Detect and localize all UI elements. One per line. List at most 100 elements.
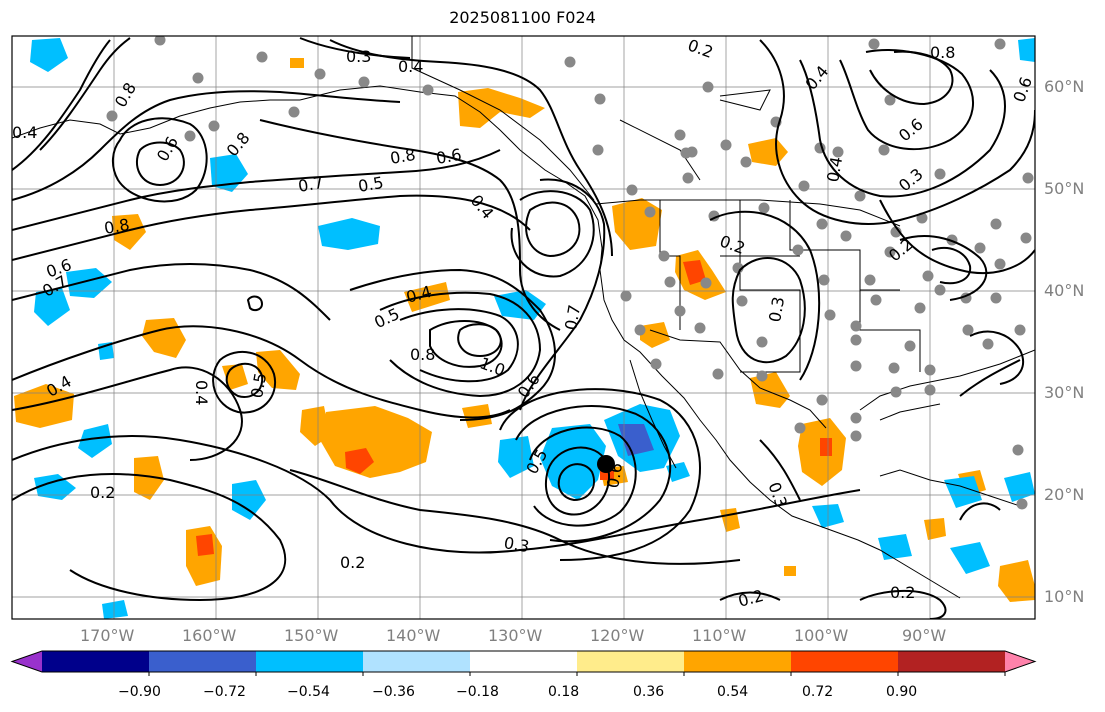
colorbar-segment [684,651,792,672]
coastline [859,349,1035,411]
station-dot [674,129,686,141]
shade-patch [462,404,492,428]
shade-patch [820,438,832,456]
colorbar-segment [791,651,899,672]
lat-label: 20°N [1044,485,1085,504]
contour-line [859,590,947,619]
station-dot [686,146,698,158]
contour-line [759,439,801,501]
contour-line [525,201,581,258]
colorbar-tick-label: 0.36 [633,684,665,700]
shade-patch [30,38,68,72]
state-border [719,89,771,111]
station-dot [358,76,370,88]
colorbar-tick-label: −0.90 [118,684,161,700]
contour-label: 0.3 [346,47,371,66]
station-dot [798,180,810,192]
station-dot [922,270,934,282]
shade-patch [256,350,300,390]
lon-label: 90°W [902,626,947,645]
station-dot [1016,498,1028,510]
contour-line [135,141,185,187]
station-dot [288,106,300,118]
station-dot [890,386,902,398]
contour-line [259,119,561,331]
lat-label: 60°N [1044,77,1085,96]
contour-label: 0.4 [192,380,211,405]
station-dot [962,324,974,336]
map-frame [11,35,1036,620]
contour-line [959,502,1001,521]
state-border [619,119,701,181]
lat-label: 40°N [1044,281,1085,300]
station-dot [924,364,936,376]
station-dot [990,292,1002,304]
contour-label: 0.8 [103,215,131,238]
station-dot [794,422,806,434]
station-dot [990,218,1002,230]
lon-label: 160°W [182,626,237,645]
station-dot [154,36,166,46]
shade-patch [232,480,266,520]
contour-line [429,320,503,368]
contour-label: 0.3 [502,533,530,556]
contour-line [225,362,264,398]
contour-label: 0.2 [90,483,115,502]
contour-line [879,199,1035,274]
contour-label: 0.7 [561,303,584,331]
contour-line [529,426,637,527]
station-dot [884,246,896,258]
station-dot [816,218,828,230]
station-dot [832,146,844,158]
station-dot [914,302,926,314]
station-dot [314,68,326,80]
station-dot [878,144,890,156]
shade-patch [784,566,796,576]
station-dot [816,394,828,406]
colorbar-segment [149,651,257,672]
contour-line [799,59,1006,198]
station-dot [106,110,118,122]
lat-label: 30°N [1044,383,1085,402]
shade-patch [186,526,222,586]
contour-line [759,39,1035,225]
shade-patch [345,448,374,474]
colorbar-tick-label: 0.54 [717,684,749,700]
station-dot [720,139,732,151]
contour-line [12,149,501,231]
contour-line [499,388,701,561]
station-dot [664,276,676,288]
station-dot [1020,232,1032,244]
map-title: 2025081100 F024 [449,8,596,27]
station-dot [1022,172,1034,184]
shade-patch [1018,38,1035,62]
station-dot [700,277,712,289]
country-border [411,36,595,201]
shade-patch [950,542,990,574]
station-dot [824,309,836,321]
station-dot [864,274,876,286]
station-dot [256,51,268,63]
station-dot [644,206,656,218]
station-dot [934,168,946,180]
contour-line [12,39,111,171]
contour-label: 0.2 [890,583,915,602]
contour-line [869,50,954,106]
station-dot [870,294,882,306]
colorbar-segment [256,651,364,672]
station-dot [868,38,880,50]
shade-patch [666,462,690,482]
station-dot [888,362,900,374]
shade-patch [34,474,76,500]
station-dot [1014,324,1026,336]
station-dot [192,72,204,84]
anomaly-shading [14,38,1035,619]
station-dot [850,334,862,346]
contour-label: 0.5 [357,173,385,196]
contour-label: 0.8 [389,145,417,168]
state-border [739,200,801,373]
contour-line [899,235,988,301]
shade-patch [134,456,164,500]
contour-line [719,591,781,601]
